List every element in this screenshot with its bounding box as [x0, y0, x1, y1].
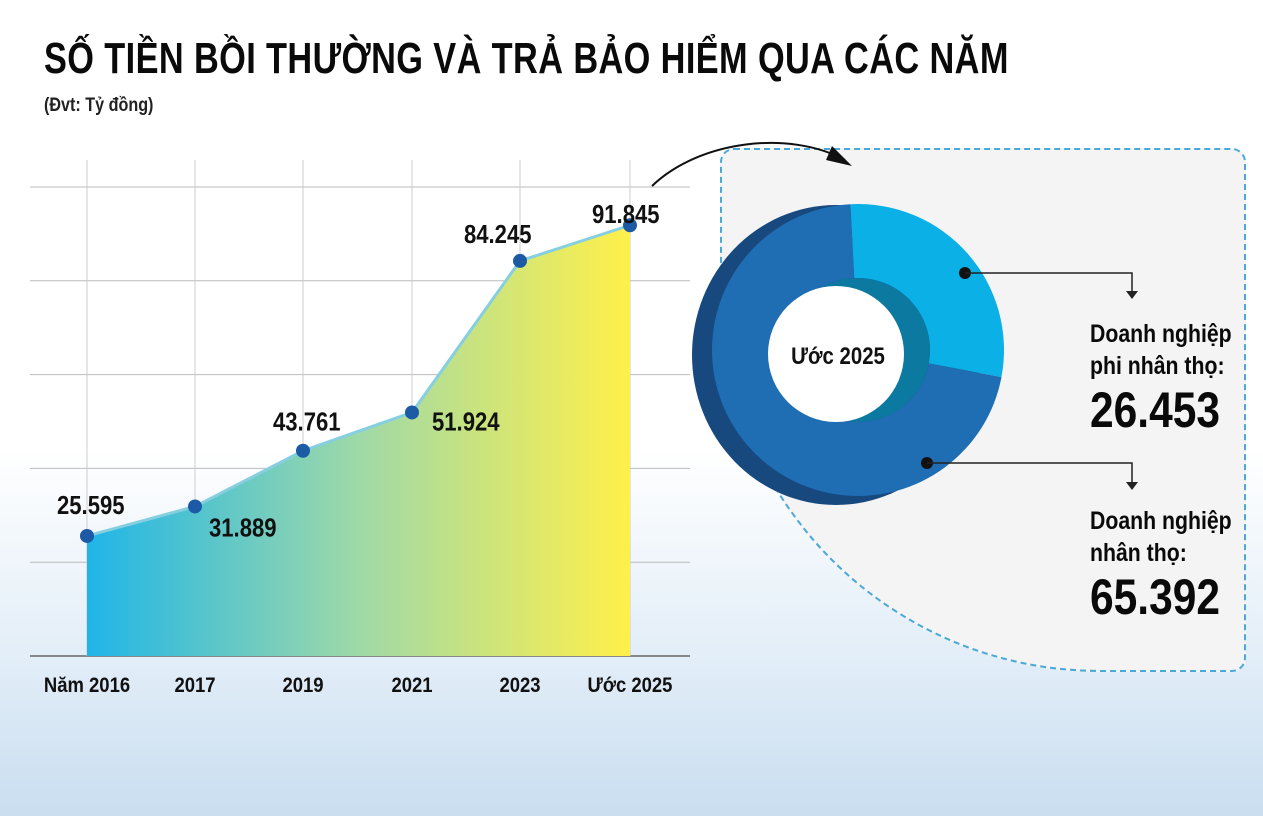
- data-label: 31.889: [209, 514, 277, 543]
- data-label: 51.924: [432, 408, 500, 437]
- leader-line: [927, 462, 1133, 488]
- donut-center-label: Ước 2025: [791, 342, 885, 369]
- data-point: [405, 405, 419, 420]
- legend-text: Doanh nghiệp: [1090, 320, 1232, 348]
- unit-label: (Đvt: Tỷ đồng): [44, 95, 154, 116]
- area-fill: [87, 225, 630, 656]
- x-tick-label: 2019: [282, 674, 323, 697]
- area-line: [86, 223, 631, 538]
- data-label: 84.245: [464, 220, 532, 249]
- x-tick-label: 2021: [391, 674, 432, 697]
- legend-text: nhân thọ:: [1090, 539, 1187, 567]
- arrow-head-icon: [826, 146, 852, 166]
- data-label: 25.595: [57, 491, 125, 520]
- leader-line: [965, 272, 1133, 297]
- data-label: 91.845: [592, 201, 660, 230]
- donut-slice: [712, 204, 1002, 497]
- legend-value: 65.392: [1090, 569, 1220, 625]
- donut-slice: [850, 204, 1004, 378]
- leader-arrow-icon: [1126, 291, 1138, 299]
- legend-text: Doanh nghiệp: [1090, 507, 1232, 535]
- data-point: [188, 499, 202, 514]
- legend-value: 26.453: [1090, 382, 1220, 438]
- data-point: [513, 253, 527, 268]
- x-tick-label: 2017: [174, 674, 215, 697]
- data-label: 43.761: [273, 408, 341, 437]
- x-tick-label: 2023: [499, 674, 540, 697]
- x-tick-label: Ước 2025: [588, 674, 673, 697]
- page-title: SỐ TIỀN BỒI THƯỜNG VÀ TRẢ BẢO HIỂM QUA C…: [44, 34, 1009, 83]
- data-point: [623, 218, 637, 233]
- data-point: [80, 528, 94, 543]
- legend-text: phi nhân thọ:: [1090, 352, 1225, 380]
- leader-arrow-icon: [1126, 482, 1138, 490]
- donut-hole: [768, 286, 904, 422]
- x-tick-label: Năm 2016: [44, 674, 130, 697]
- legend-non-life: Doanh nghiệp phi nhân thọ: 26.453: [1090, 318, 1232, 438]
- arrow-curve: [651, 141, 846, 187]
- data-point: [296, 443, 310, 458]
- legend-life: Doanh nghiệp nhân thọ: 65.392: [1090, 505, 1232, 625]
